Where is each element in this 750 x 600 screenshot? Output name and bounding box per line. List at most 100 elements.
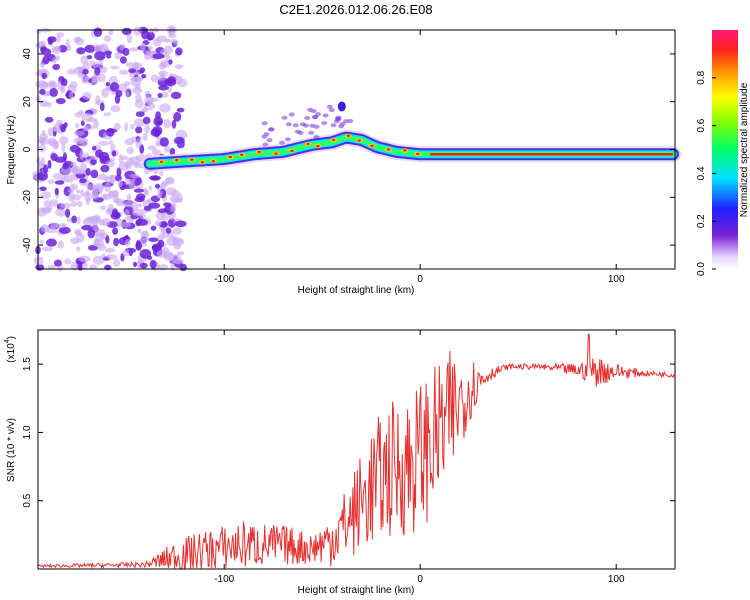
- noise-blob: [135, 241, 142, 251]
- xtick-label: 100: [608, 574, 625, 585]
- burst-blob: [337, 101, 346, 112]
- noise-blob: [55, 208, 67, 217]
- noise-blob: [176, 107, 185, 113]
- noise-blob: [101, 217, 111, 227]
- noise-blob: [95, 95, 101, 104]
- noise-blob: [34, 256, 44, 266]
- noise-blob: [124, 122, 129, 132]
- noise-blob: [129, 173, 140, 179]
- noise-blob: [176, 251, 185, 256]
- noise-blob: [125, 62, 135, 67]
- noise-blob: [69, 81, 78, 89]
- spectrogram-ylabel: Frequency (Hz): [6, 116, 17, 185]
- noise-blob: [152, 245, 158, 250]
- noise-blob: [81, 68, 89, 75]
- noise-blob: [164, 145, 171, 153]
- trace-knot-core: [159, 160, 164, 163]
- noise-blob: [77, 110, 85, 115]
- ytick-label: 1.0: [22, 425, 33, 439]
- noise-blob: [105, 254, 118, 260]
- noise-blob: [126, 157, 134, 165]
- noise-blob: [163, 38, 171, 43]
- noise-blob: [109, 175, 115, 185]
- svg-text:(x104): (x104): [4, 336, 17, 363]
- noise-blob: [170, 91, 182, 100]
- noise-blob: [147, 145, 157, 151]
- noise-blob: [93, 44, 102, 53]
- noise-blob: [126, 146, 134, 155]
- noise-blob: [119, 56, 127, 64]
- noise-blob: [103, 35, 112, 43]
- noise-blob: [143, 187, 148, 196]
- noise-blob: [159, 103, 171, 113]
- trace-haze: [321, 121, 328, 126]
- noise-blob: [105, 81, 111, 87]
- noise-blob: [104, 248, 116, 253]
- noise-blob: [116, 167, 122, 177]
- colorbar-gradient: [712, 30, 738, 269]
- noise-blob: [105, 208, 114, 216]
- noise-blob: [91, 221, 99, 232]
- noise-blob: [146, 31, 155, 41]
- noise-blob: [49, 199, 59, 207]
- noise-blob: [122, 47, 130, 56]
- noise-blob: [49, 88, 58, 97]
- noise-blob: [55, 55, 60, 61]
- noise-blob: [135, 138, 142, 148]
- noise-blob: [124, 200, 134, 208]
- noise-blob: [111, 150, 117, 157]
- noise-blob: [82, 126, 90, 132]
- noise-blob: [141, 230, 149, 237]
- noise-blob: [108, 28, 114, 36]
- noise-blob: [132, 61, 140, 72]
- xtick-label: -100: [214, 274, 234, 285]
- trace-haze: [308, 130, 315, 135]
- noise-blob: [41, 246, 53, 252]
- noise-blob: [90, 169, 99, 179]
- snr-plot: -100 0 100 0.5 1.0 1.5 Height of straight lin…: [4, 329, 676, 596]
- xtick-label: 100: [608, 274, 625, 285]
- noise-blob: [79, 150, 85, 161]
- trace-haze: [285, 122, 292, 127]
- noise-blob: [144, 50, 151, 61]
- snr-multiplier-text: (x10: [6, 343, 17, 363]
- noise-blob: [80, 75, 91, 84]
- snr-multiplier: (x104): [4, 336, 17, 363]
- colorbar-tick-label: 0.6: [696, 118, 707, 132]
- spectrogram-xlabel: Height of straight line (km): [298, 285, 415, 296]
- noise-blob: [96, 174, 109, 181]
- trace-haze: [315, 112, 322, 117]
- noise-blob: [173, 112, 182, 122]
- noise-blob: [113, 237, 119, 247]
- noise-blob: [156, 75, 166, 81]
- noise-blob: [134, 196, 145, 203]
- noise-blob: [151, 149, 162, 156]
- noise-blob: [67, 188, 74, 193]
- noise-blob: [54, 223, 66, 229]
- noise-blob: [35, 71, 44, 77]
- noise-blob: [75, 36, 82, 42]
- noise-blob: [53, 259, 62, 267]
- noise-blob: [103, 112, 112, 117]
- noise-blob: [134, 99, 144, 109]
- trace-knot-core: [257, 150, 261, 154]
- noise-blob: [143, 205, 152, 211]
- noise-blob: [76, 232, 85, 243]
- noise-blob: [174, 136, 185, 145]
- noise-blob: [165, 176, 175, 185]
- noise-blob: [132, 87, 143, 95]
- noise-blob: [154, 183, 161, 189]
- trace-haze: [284, 137, 291, 142]
- noise-blob: [73, 130, 85, 137]
- noise-blob: [45, 227, 58, 234]
- noise-blob: [59, 202, 72, 209]
- noise-blob: [118, 69, 129, 75]
- noise-blob: [103, 193, 108, 200]
- noise-blob: [90, 78, 98, 85]
- noise-blob: [39, 61, 45, 68]
- noise-blob: [172, 238, 183, 243]
- noise-blob: [92, 108, 98, 114]
- trace-haze: [309, 123, 316, 128]
- noise-blob: [93, 61, 100, 69]
- noise-blob: [133, 26, 142, 36]
